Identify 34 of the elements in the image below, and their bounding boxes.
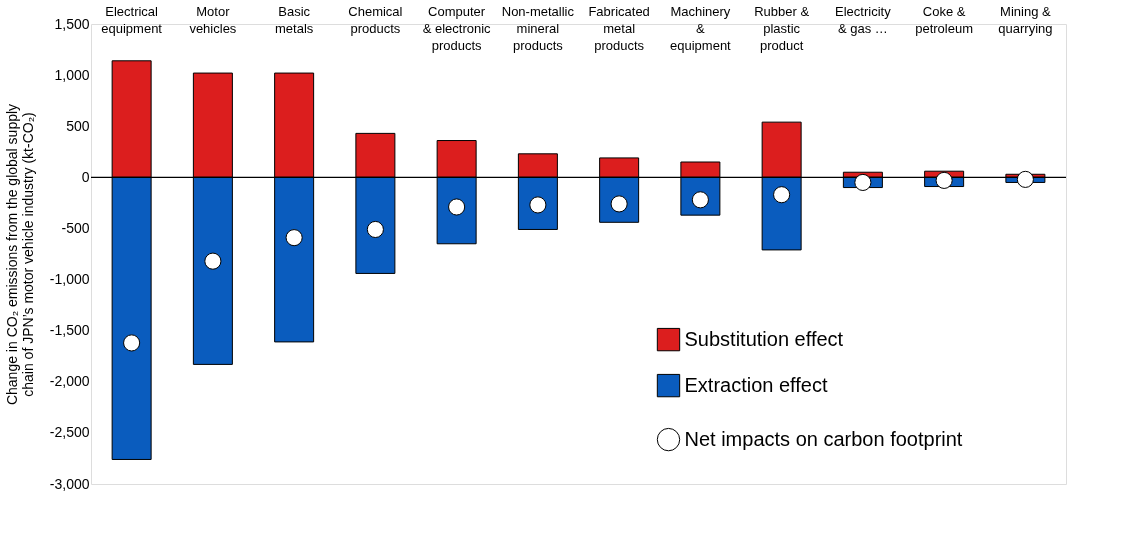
- y-tick-label: -2,500: [49, 424, 90, 441]
- legend-label: Substitution effect: [684, 327, 844, 350]
- legend-label: Extraction effect: [684, 373, 828, 396]
- legend-label: Net impacts on carbon footprint: [684, 427, 963, 450]
- x-tick-label: Fabricated metal products: [588, 3, 650, 53]
- x-tick-label: Basic metals: [274, 3, 314, 36]
- y-tick-label: -2,000: [49, 373, 90, 390]
- y-tick-label: 1,500: [54, 15, 90, 32]
- x-tick-label: Rubber & plastic product: [754, 3, 810, 53]
- x-tick-label: Mining & quarrying: [998, 3, 1053, 36]
- point: [1016, 170, 1034, 188]
- point: [123, 334, 141, 352]
- y-tick-label: -3,000: [49, 475, 90, 492]
- x-tick-label: Computer & electronic products: [422, 3, 492, 53]
- y-tick-label: 500: [66, 117, 90, 134]
- y-tick-label: -500: [61, 219, 90, 236]
- y-tick-label: 1,000: [54, 66, 90, 83]
- point: [854, 173, 872, 191]
- point: [204, 252, 222, 270]
- y-tick-label: 0: [81, 168, 90, 185]
- x-tick-label: Coke & petroleum: [915, 3, 974, 36]
- point: [935, 171, 953, 189]
- y-tick-label: -1,500: [49, 322, 90, 339]
- x-tick-label: Chemical products: [348, 3, 403, 36]
- y-axis-title: Change in CO₂ emissions from the global supply chain of JPN’s motor vehicle industry (kt-CO₂): [3, 103, 36, 406]
- x-tick-label: Motor vehicles: [189, 3, 237, 36]
- x-tick-label: Electrical equipment: [101, 3, 163, 36]
- y-tick-label: -1,000: [49, 271, 90, 288]
- x-tick-label: Machinery & equipment: [670, 3, 732, 53]
- x-tick-label: Electricity & gas …: [835, 3, 892, 36]
- point: [366, 220, 384, 239]
- point: [285, 229, 303, 247]
- x-tick-label: Non-metallic mineral products: [501, 3, 575, 53]
- point: [773, 186, 791, 204]
